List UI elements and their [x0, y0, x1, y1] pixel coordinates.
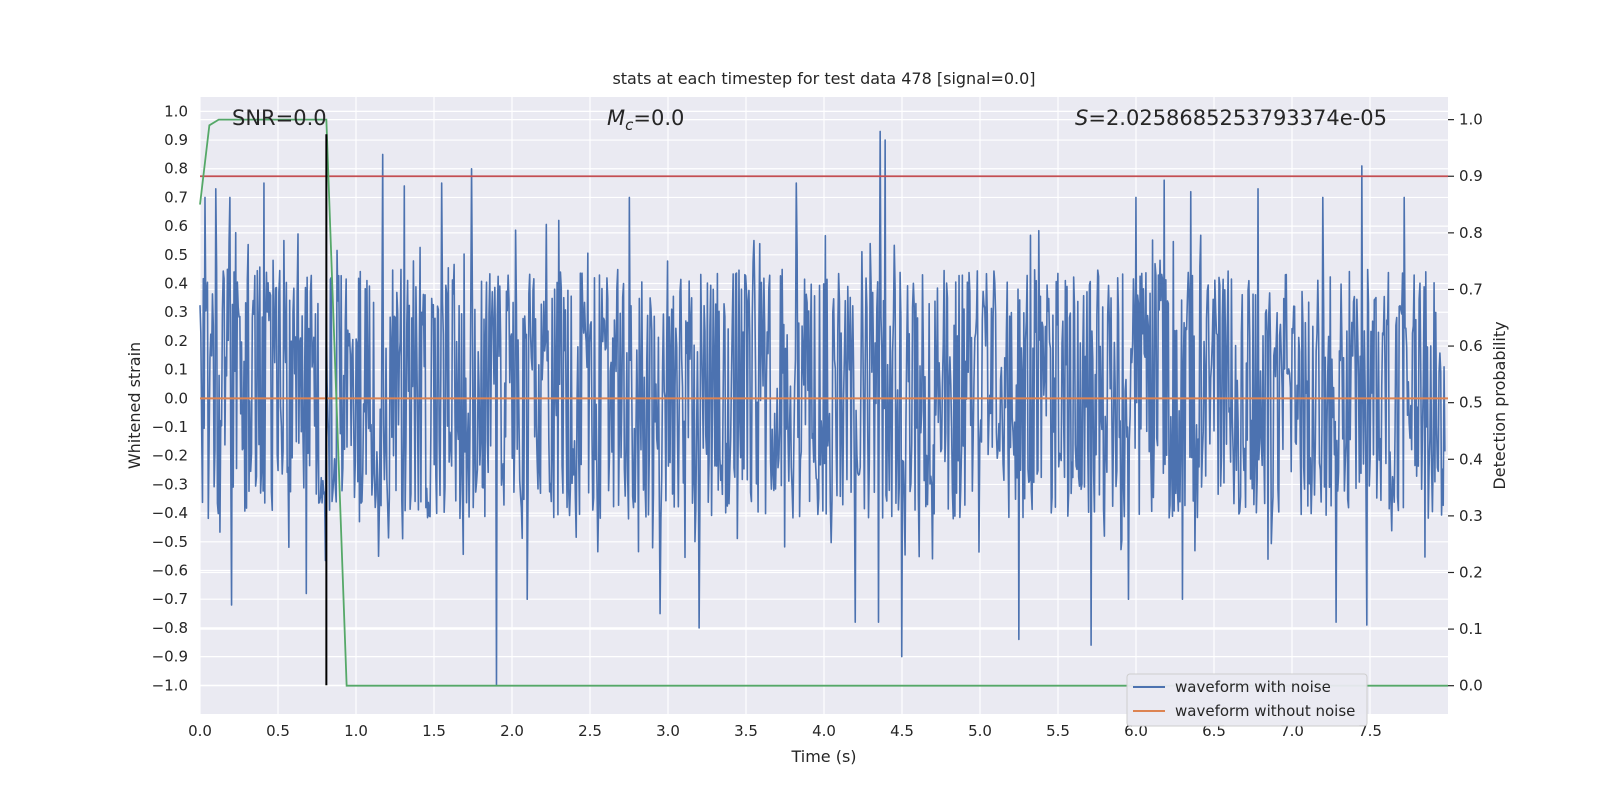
x-tick-label: 0.0 — [188, 722, 212, 740]
y-tick-label: 0.8 — [164, 160, 188, 178]
x-tick-label: 1.5 — [422, 722, 446, 740]
legend-label-waveform-with-noise: waveform with noise — [1175, 678, 1331, 696]
mc-subscript: c — [625, 116, 634, 134]
x-tick-label: 2.5 — [578, 722, 602, 740]
y-tick-label: 0.6 — [164, 217, 188, 235]
y2-tick-label: 0.0 — [1459, 677, 1483, 695]
mc-annotation: Mc=0.0 — [607, 106, 684, 134]
chart-title: stats at each timestep for test data 478… — [612, 69, 1035, 88]
y-tick-label: −0.3 — [152, 475, 188, 493]
y2-axis-ticks: 1.0 0.9 0.8 0.7 0.6 0.5 0.4 0.3 0.2 0.1 0.0 — [1448, 111, 1483, 695]
y-axis-ticks: 1.0 0.9 0.8 0.7 0.6 0.5 0.4 0.3 0.2 0.1 0.0 −0.1 −0.… — [152, 102, 188, 694]
x-tick-label: 7.5 — [1358, 722, 1382, 740]
y-tick-label: 0.2 — [164, 332, 188, 350]
y-tick-label: 1.0 — [164, 102, 188, 120]
y-tick-label: −0.5 — [152, 533, 188, 551]
y-tick-label: 0.4 — [164, 275, 188, 293]
y2-tick-label: 0.3 — [1459, 507, 1483, 525]
x-tick-label: 3.0 — [656, 722, 680, 740]
x-tick-label: 4.0 — [812, 722, 836, 740]
y-tick-label: 0.3 — [164, 303, 188, 321]
s-value: =2.0258685253793374e-05 — [1088, 106, 1387, 130]
series-waveform-with-noise — [199, 130, 1446, 687]
x-tick-label: 0.5 — [266, 722, 290, 740]
snr-annotation: SNR=0.0 — [232, 106, 327, 130]
x-tick-label: 5.5 — [1046, 722, 1070, 740]
mc-value: =0.0 — [633, 106, 684, 130]
noise-trace — [199, 130, 1446, 687]
y-tick-label: 0.1 — [164, 361, 188, 379]
y-tick-label: 0.0 — [164, 389, 188, 407]
y-axis-label: Whitened strain — [125, 342, 144, 469]
y-tick-label: −0.6 — [152, 562, 188, 580]
y-tick-label: 0.7 — [164, 188, 188, 206]
y2-tick-label: 0.2 — [1459, 563, 1483, 581]
x-tick-label: 1.0 — [344, 722, 368, 740]
y2-tick-label: 0.9 — [1459, 167, 1483, 185]
x-axis-label: Time (s) — [790, 747, 856, 766]
x-tick-label: 2.0 — [500, 722, 524, 740]
legend-box — [1126, 673, 1368, 727]
y2-tick-label: 0.6 — [1459, 337, 1483, 355]
x-tick-label: 3.5 — [734, 722, 758, 740]
y2-axis-label: Detection probability — [1490, 321, 1509, 489]
y2-tick-label: 0.7 — [1459, 280, 1483, 298]
y-tick-label: −0.1 — [152, 418, 188, 436]
x-tick-label: 4.5 — [890, 722, 914, 740]
y2-tick-label: 0.4 — [1459, 450, 1483, 468]
legend: waveform with noise waveform without noi… — [1126, 673, 1368, 727]
y-tick-label: −0.4 — [152, 504, 188, 522]
y-tick-label: −0.7 — [152, 590, 188, 608]
y-tick-label: 0.5 — [164, 246, 188, 264]
s-annotation: S=2.0258685253793374e-05 — [1075, 106, 1387, 130]
y-tick-label: −0.8 — [152, 619, 188, 637]
y-tick-label: −1.0 — [152, 676, 188, 694]
series-detection-probability — [199, 118, 1448, 687]
y2-tick-label: 1.0 — [1459, 111, 1483, 129]
y2-tick-label: 0.8 — [1459, 224, 1483, 242]
y-tick-label: −0.2 — [152, 447, 188, 465]
y2-tick-label: 0.1 — [1459, 620, 1483, 638]
y-tick-label: −0.9 — [152, 648, 188, 666]
legend-label-waveform-without-noise: waveform without noise — [1175, 702, 1355, 720]
y-tick-label: 0.9 — [164, 131, 188, 149]
y2-tick-label: 0.5 — [1459, 394, 1483, 412]
s-symbol: S — [1075, 106, 1088, 130]
x-tick-label: 5.0 — [968, 722, 992, 740]
mc-symbol: M — [607, 106, 625, 130]
